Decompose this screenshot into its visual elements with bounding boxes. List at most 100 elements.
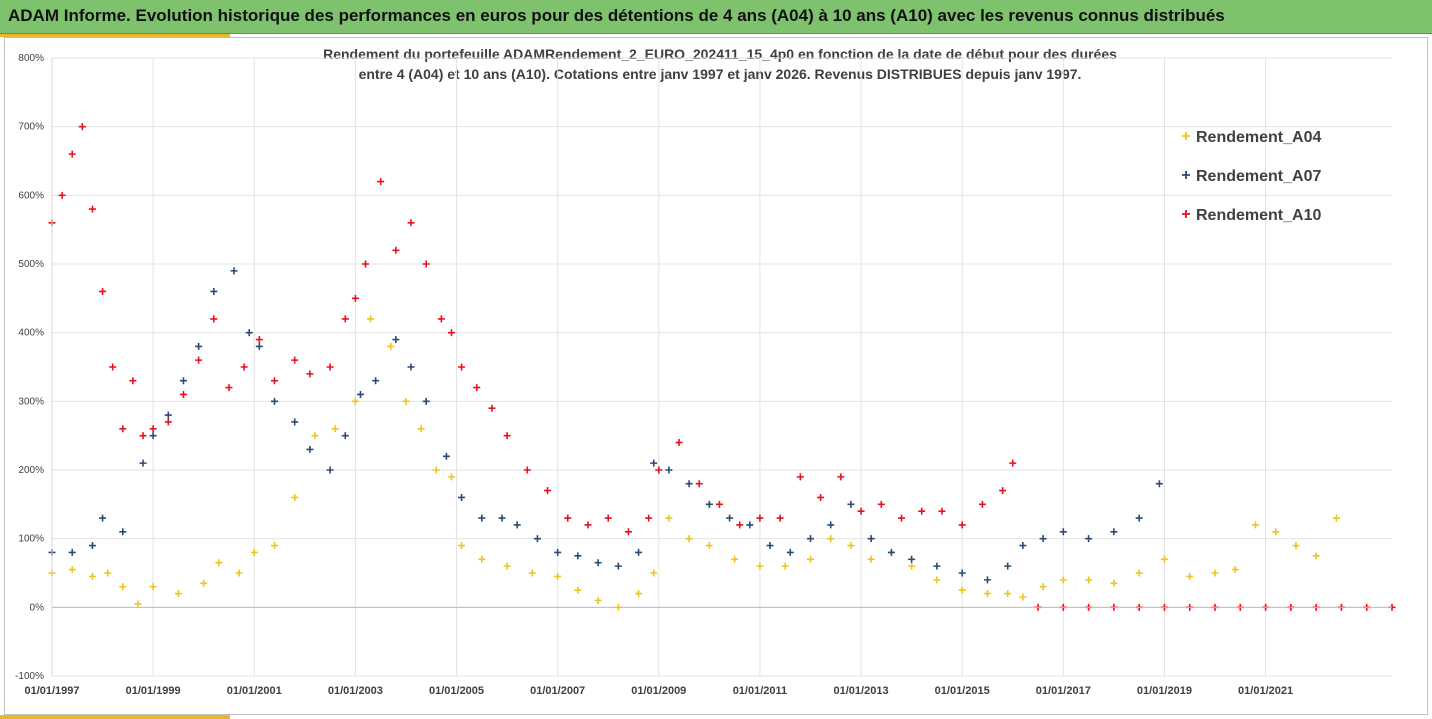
data-point — [78, 123, 86, 131]
data-point — [250, 548, 258, 556]
data-point — [908, 562, 916, 570]
data-point — [195, 356, 203, 364]
data-point — [255, 336, 263, 344]
data-point — [1039, 583, 1047, 591]
data-point — [665, 514, 673, 522]
data-point — [210, 287, 218, 295]
data-point — [422, 397, 430, 405]
data-point — [109, 363, 117, 371]
data-point — [731, 555, 739, 563]
data-point — [458, 493, 466, 501]
x-tick-label: 01/01/2009 — [631, 685, 686, 697]
data-point — [1110, 528, 1118, 536]
data-point — [978, 500, 986, 508]
data-point — [1019, 593, 1027, 601]
data-point — [705, 542, 713, 550]
data-point — [847, 542, 855, 550]
data-point — [478, 555, 486, 563]
data-point — [270, 377, 278, 385]
data-points — [48, 123, 1396, 611]
data-point — [887, 548, 895, 556]
chart-header-bar: ADAM Informe. Evolution historique des p… — [0, 0, 1432, 34]
data-point — [1059, 576, 1067, 584]
legend-label: Rendement_A10 — [1196, 207, 1321, 224]
data-point — [437, 315, 445, 323]
data-point — [1231, 566, 1239, 574]
data-point — [356, 390, 364, 398]
data-point — [655, 466, 663, 474]
data-point — [306, 445, 314, 453]
data-point — [230, 267, 238, 275]
data-point — [422, 260, 430, 268]
data-point — [367, 315, 375, 323]
y-tick-label: 400% — [18, 328, 44, 339]
data-point — [179, 390, 187, 398]
x-tick-label: 01/01/1997 — [24, 685, 79, 697]
data-point — [624, 528, 632, 536]
data-point — [1332, 514, 1340, 522]
chart-title-line-2: entre 4 (A04) et 10 ans (A10). Cotations… — [358, 66, 1082, 82]
data-point — [1251, 521, 1259, 529]
data-point — [210, 315, 218, 323]
y-tick-label: 700% — [18, 122, 44, 133]
data-point — [417, 425, 425, 433]
y-tick-label: 600% — [18, 190, 44, 201]
data-point — [225, 384, 233, 392]
x-tick-label: 01/01/2007 — [530, 685, 585, 697]
data-point — [119, 583, 127, 591]
data-point — [715, 500, 723, 508]
data-point — [675, 439, 683, 447]
legend-marker — [1182, 132, 1190, 140]
data-point — [817, 493, 825, 501]
data-point — [488, 404, 496, 412]
data-point — [99, 514, 107, 522]
data-point — [999, 487, 1007, 495]
data-point — [746, 521, 754, 529]
data-point — [1085, 576, 1093, 584]
x-tick-label: 01/01/2019 — [1137, 685, 1192, 697]
data-point — [473, 384, 481, 392]
data-point — [837, 473, 845, 481]
data-point — [129, 377, 137, 385]
y-tick-label: -100% — [15, 671, 44, 682]
x-tick-label: 01/01/2001 — [227, 685, 282, 697]
data-point — [806, 555, 814, 563]
data-point — [377, 178, 385, 186]
data-point — [665, 466, 673, 474]
data-point — [554, 548, 562, 556]
x-tick-label: 01/01/2017 — [1036, 685, 1091, 697]
data-point — [645, 514, 653, 522]
data-point — [867, 535, 875, 543]
data-point — [1135, 514, 1143, 522]
page-title: ADAM Informe. Evolution historique des p… — [8, 6, 1225, 25]
data-point — [635, 590, 643, 598]
data-point — [447, 473, 455, 481]
data-point — [351, 397, 359, 405]
data-point — [174, 590, 182, 598]
data-point — [195, 342, 203, 350]
data-point — [104, 569, 112, 577]
data-point — [513, 521, 521, 529]
data-point — [756, 514, 764, 522]
data-point — [1110, 579, 1118, 587]
data-point — [119, 528, 127, 536]
data-point — [331, 425, 339, 433]
data-point — [270, 542, 278, 550]
legend-marker — [1182, 210, 1190, 218]
data-point — [594, 559, 602, 567]
data-point — [827, 521, 835, 529]
data-point — [766, 542, 774, 550]
data-point — [407, 363, 415, 371]
data-point — [326, 363, 334, 371]
accent-line-top — [0, 34, 230, 37]
data-point — [362, 260, 370, 268]
data-point — [88, 542, 96, 550]
data-point — [650, 569, 658, 577]
x-tick-label: 01/01/2015 — [935, 685, 990, 697]
data-point — [503, 562, 511, 570]
data-point — [938, 507, 946, 515]
data-point — [786, 548, 794, 556]
data-point — [1272, 528, 1280, 536]
data-point — [847, 500, 855, 508]
data-point — [594, 596, 602, 604]
